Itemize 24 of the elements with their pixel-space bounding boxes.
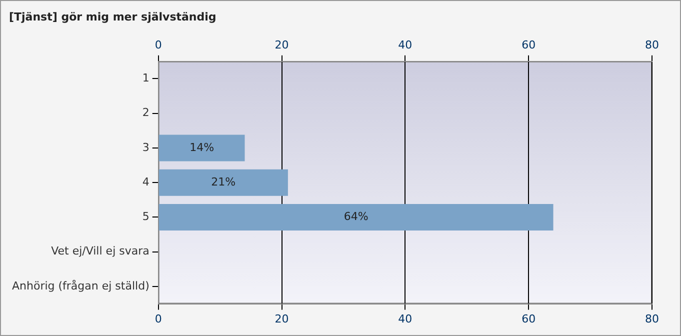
y-tick-label: Anhörig (frågan ej ställd) <box>12 279 150 292</box>
x-tick-label: 40 <box>398 312 412 326</box>
x2-tick-label: 40 <box>398 38 412 52</box>
data-label: 14% <box>190 140 214 154</box>
data-label: 21% <box>211 175 236 188</box>
y-tick-label: 1 <box>142 72 150 85</box>
bar <box>158 134 245 162</box>
x2-tick-label: 80 <box>645 38 659 52</box>
x2-tick-label: 0 <box>154 38 162 52</box>
x2-tick-label: 60 <box>522 38 536 52</box>
x-tick-label: 0 <box>154 312 162 326</box>
chart-title: [Tjänst] gör mig mer självständig <box>9 10 216 24</box>
y-tick-label: 5 <box>142 210 150 224</box>
x-tick-label: 80 <box>645 312 659 326</box>
x-tick-label: 20 <box>274 312 289 326</box>
y-tick-label: Vet ej/Vill ej svara <box>51 244 150 258</box>
data-label: 64% <box>344 210 368 224</box>
y-tick-label: 3 <box>142 140 150 154</box>
bar <box>158 204 554 230</box>
x-tick-label: 60 <box>522 312 536 326</box>
y-tick-label: 2 <box>142 106 150 120</box>
y-tick-label: 4 <box>142 175 150 188</box>
x2-tick-label: 20 <box>274 38 289 52</box>
bar <box>158 169 288 196</box>
